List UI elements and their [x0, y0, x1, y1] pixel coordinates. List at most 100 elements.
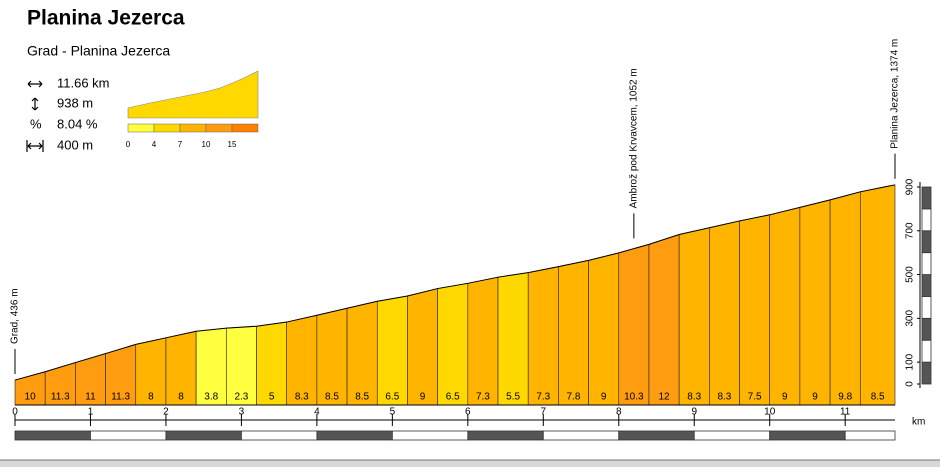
height-bar — [921, 317, 932, 341]
legend-tick: 15 — [228, 140, 237, 149]
segment — [558, 259, 589, 406]
segment-label: 10.3 — [624, 392, 644, 403]
grade-icon: % — [30, 116, 42, 131]
annotation: Grad, 436 m — [10, 288, 21, 344]
segment-label: 2.3 — [234, 392, 248, 403]
segment-label: 6.5 — [385, 392, 399, 403]
stat: 400 m — [57, 137, 93, 152]
distance-bar — [391, 430, 469, 441]
legend-tick: 7 — [178, 140, 183, 149]
y-tick-label: 100 — [905, 353, 916, 370]
segment-label: 9 — [601, 392, 607, 403]
segment-label: 6.5 — [446, 392, 460, 403]
distance-bar — [542, 430, 620, 441]
segment-label: 7.5 — [748, 392, 762, 403]
title: Planina Jezerca — [27, 7, 185, 30]
segment-label: 9 — [782, 392, 788, 403]
segment — [588, 252, 620, 406]
x-tick-label: 6 — [465, 407, 471, 418]
segment-label: 7.3 — [476, 392, 490, 403]
footer-bar — [0, 460, 940, 467]
height-bar — [921, 274, 932, 297]
distance-bar — [693, 430, 771, 441]
x-tick-label: 7 — [541, 407, 547, 418]
distance-bar — [316, 430, 393, 441]
segment-label: 5.5 — [506, 392, 520, 403]
x-tick-label: 8 — [616, 407, 622, 418]
distance-bar — [467, 430, 544, 441]
y-tick-label: 300 — [905, 310, 916, 327]
segment — [497, 272, 529, 406]
y-tick-label: 700 — [905, 222, 916, 239]
segment-label: 9 — [420, 392, 426, 403]
segment-label: 11 — [85, 392, 96, 403]
segment-label: 11.3 — [111, 392, 130, 403]
distance-bar — [769, 430, 846, 441]
segment — [618, 243, 650, 406]
distance-bar — [844, 430, 896, 441]
segment-label: 8.5 — [355, 392, 369, 403]
segment-label: 8.5 — [871, 392, 885, 403]
segment — [437, 282, 469, 406]
distance-bar — [241, 430, 318, 441]
x-tick-label: 4 — [314, 407, 320, 418]
segment-label: 8.5 — [325, 392, 339, 403]
segment-label: 7.3 — [536, 392, 550, 403]
y-tick-label: 0 — [905, 381, 916, 387]
segment — [316, 307, 348, 406]
legend-swatch — [153, 123, 181, 133]
x-tick-label: 3 — [239, 407, 245, 418]
segment — [859, 184, 896, 406]
segment — [376, 295, 408, 406]
stat: 11.66 km — [57, 75, 110, 90]
legend-tick: 0 — [126, 140, 131, 149]
x-label: km — [912, 417, 925, 428]
legend-swatch — [127, 123, 155, 133]
segment — [527, 266, 559, 406]
y-tick-label: 500 — [905, 266, 916, 283]
segment-label: 3.8 — [204, 392, 218, 403]
segment-label: 12 — [658, 392, 670, 403]
x-tick-label: 5 — [390, 407, 396, 418]
segment-label: 8 — [148, 392, 154, 403]
height-bar — [921, 186, 932, 210]
profile-line — [14, 184, 896, 381]
segment-label: 9 — [812, 392, 818, 403]
segment-label: 8.3 — [687, 392, 701, 403]
segment-label: 5 — [269, 392, 275, 403]
height-bar — [921, 252, 932, 275]
segment-label: 11.3 — [51, 392, 70, 403]
legend-swatch — [231, 123, 259, 133]
annotation: Planina Jezerca, 1374 m — [890, 39, 901, 149]
distance-bar — [14, 430, 91, 441]
height-bar — [921, 208, 932, 232]
segment-label: 8 — [178, 392, 184, 403]
segment — [678, 227, 710, 406]
x-tick-label: 10 — [764, 407, 776, 418]
annotation: Ambrož pod Krvavcem, 1052 m — [629, 68, 640, 208]
distance-bar — [618, 430, 695, 441]
segment — [648, 234, 680, 406]
segment — [467, 276, 499, 406]
segment-label: 10 — [25, 392, 37, 403]
segment-label: 8.3 — [717, 392, 731, 403]
segment — [799, 199, 831, 406]
subtitle: Grad - Planina Jezerca — [27, 43, 170, 59]
legend-tick: 10 — [202, 140, 211, 149]
y-tick-label: 900 — [905, 178, 916, 195]
stat: 938 m — [57, 95, 93, 110]
segment-label: 7.8 — [567, 392, 581, 403]
stat-icons — [26, 80, 44, 152]
x-tick-label: 11 — [840, 407, 851, 418]
x-tick-label: 9 — [691, 407, 697, 418]
legend-swatch — [205, 123, 233, 133]
height-bar — [921, 230, 932, 254]
segment-label: 8.3 — [295, 392, 309, 403]
segment — [709, 220, 740, 406]
segment — [769, 206, 801, 406]
x-tick-label: 1 — [88, 407, 94, 418]
height-bar — [921, 361, 932, 385]
distance-bar — [90, 430, 167, 441]
segment — [829, 191, 861, 406]
